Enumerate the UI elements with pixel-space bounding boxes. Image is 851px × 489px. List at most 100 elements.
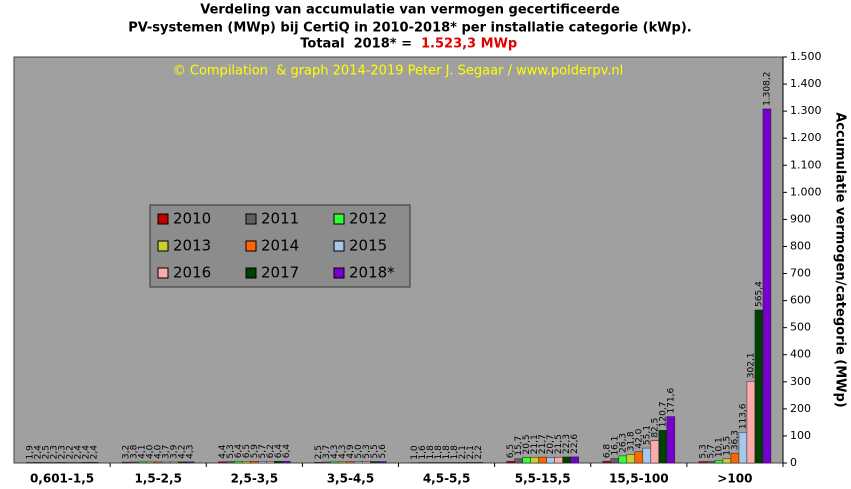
bar [458, 462, 467, 464]
bar [73, 462, 83, 464]
value-label: 171,6 [666, 388, 676, 414]
bar [650, 440, 660, 464]
y-tick-label: 700 [790, 267, 811, 280]
legend-label: 2014 [261, 237, 299, 255]
value-label: 20,7 [546, 434, 556, 454]
value-label: 6,8 [602, 444, 612, 459]
legend-label: 2017 [261, 264, 299, 282]
bar [370, 461, 379, 464]
value-label: 2,2 [474, 445, 484, 459]
bar [466, 462, 475, 464]
value-label: 42,0 [634, 428, 644, 448]
bar [218, 461, 227, 464]
value-label: 4,9 [346, 444, 356, 459]
y-tick-label: 800 [790, 239, 811, 252]
bar [714, 460, 724, 464]
x-tick-label: 2,5-3,5 [231, 472, 279, 486]
value-label: 6,4 [234, 444, 244, 459]
value-label: 1,8 [434, 445, 444, 460]
bar [618, 455, 628, 464]
bar [514, 458, 523, 464]
value-label: 15,7 [514, 436, 524, 456]
value-label: 2,4 [90, 445, 100, 460]
value-label: 6,5 [506, 444, 516, 458]
y-tick-label: 500 [790, 321, 811, 334]
value-label: 4,3 [330, 445, 340, 459]
bar [65, 462, 75, 464]
bar [89, 462, 99, 464]
value-label: 15,5 [722, 436, 732, 456]
value-label: 1,0 [410, 445, 420, 460]
value-label: 20,5 [522, 434, 532, 454]
value-label: 1,9 [26, 445, 36, 460]
bar [169, 461, 179, 464]
value-label: 2,2 [66, 445, 76, 459]
bar [242, 460, 251, 464]
bar [698, 461, 708, 464]
value-label: 4,3 [338, 445, 348, 459]
bar [746, 380, 756, 464]
value-label: 5,7 [258, 444, 268, 458]
y-tick-label: 300 [790, 375, 811, 388]
bar [121, 461, 131, 464]
value-label: 16,1 [610, 436, 620, 456]
value-label: 3,9 [170, 444, 180, 459]
value-label: 2,3 [58, 445, 68, 459]
value-label: 2,4 [34, 445, 44, 460]
y-tick-label: 600 [790, 294, 811, 307]
legend-swatch [245, 213, 257, 225]
value-label: 1,8 [442, 445, 452, 460]
bar [362, 461, 371, 464]
value-label: 4,0 [146, 444, 156, 459]
value-label: 5,3 [362, 444, 372, 458]
y-tick-label: 0 [790, 456, 797, 469]
bar [354, 461, 363, 464]
value-label: 1,6 [418, 445, 428, 460]
bar [177, 461, 187, 464]
bar [754, 309, 764, 464]
y-tick-label: 1.300 [790, 104, 822, 117]
bar [658, 430, 668, 464]
y-tick-label: 1.200 [790, 131, 822, 144]
value-label: 10,1 [714, 437, 724, 457]
value-label: 3,2 [122, 445, 132, 459]
bar [730, 452, 740, 464]
x-tick-label: 5,5-15,5 [515, 472, 571, 486]
x-tick-label: >100 [717, 472, 752, 486]
value-label: 6,4 [274, 444, 284, 459]
legend-swatch [157, 240, 169, 252]
value-label: 4,1 [138, 445, 148, 459]
y-tick-label: 400 [790, 348, 811, 361]
value-label: 6,2 [266, 444, 276, 458]
value-label: 302,1 [746, 352, 756, 378]
value-label: 4,0 [154, 444, 164, 459]
value-label: 5,0 [354, 444, 364, 459]
value-label: 5,7 [706, 444, 716, 458]
legend-label: 2016 [173, 264, 211, 282]
bar [570, 456, 579, 464]
y-tick-label: 1.000 [790, 185, 822, 198]
bar [250, 461, 259, 464]
bar [282, 461, 291, 464]
value-label: 5,3 [698, 444, 708, 458]
bar [129, 461, 139, 464]
value-label: 1.308,2 [762, 72, 772, 106]
value-label: 2,5 [314, 445, 324, 459]
y-tick-label: 1.500 [790, 50, 822, 63]
legend-label: 2010 [173, 210, 211, 228]
bar [722, 458, 732, 464]
bar [706, 461, 716, 464]
bar [33, 462, 43, 464]
bar [530, 457, 539, 464]
x-tick-label: 3,5-4,5 [327, 472, 375, 486]
value-label: 120,7 [658, 402, 668, 428]
bar [314, 462, 323, 464]
value-label: 5,9 [250, 444, 260, 459]
legend-swatch [245, 267, 257, 279]
bar [602, 460, 612, 464]
value-label: 6,5 [242, 444, 252, 458]
value-label: 4,2 [178, 445, 188, 459]
x-tick-label: 1,5-2,5 [134, 472, 182, 486]
bar [642, 447, 652, 464]
value-label: 3,7 [322, 445, 332, 459]
